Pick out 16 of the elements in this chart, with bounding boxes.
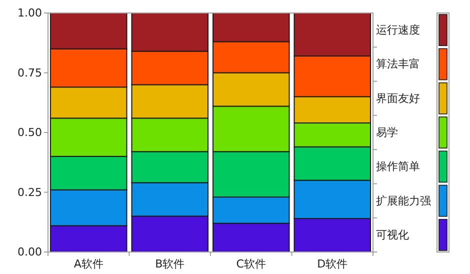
x-tick-label: D软件 — [317, 258, 348, 270]
y-tick-label: 0.00 — [18, 246, 42, 258]
series-label: 算法丰富 — [376, 58, 420, 71]
series-label: 易学 — [376, 126, 398, 139]
y-tick-label: 1.00 — [18, 6, 42, 20]
y-tick-label: 0.50 — [18, 126, 42, 139]
series-label: 可视化 — [376, 228, 409, 242]
x-tick-label: A软件 — [74, 258, 104, 270]
y-tick-label: 0.25 — [18, 186, 42, 199]
x-tick-label: C软件 — [236, 258, 266, 270]
series-label: 界面友好 — [376, 92, 420, 105]
series-label: 操作简单 — [376, 160, 420, 174]
series-label: 运行速度 — [376, 24, 420, 37]
x-tick-label: B软件 — [155, 258, 185, 270]
series-label: 扩展能力强 — [376, 194, 431, 208]
y-tick-label: 0.75 — [18, 66, 42, 80]
